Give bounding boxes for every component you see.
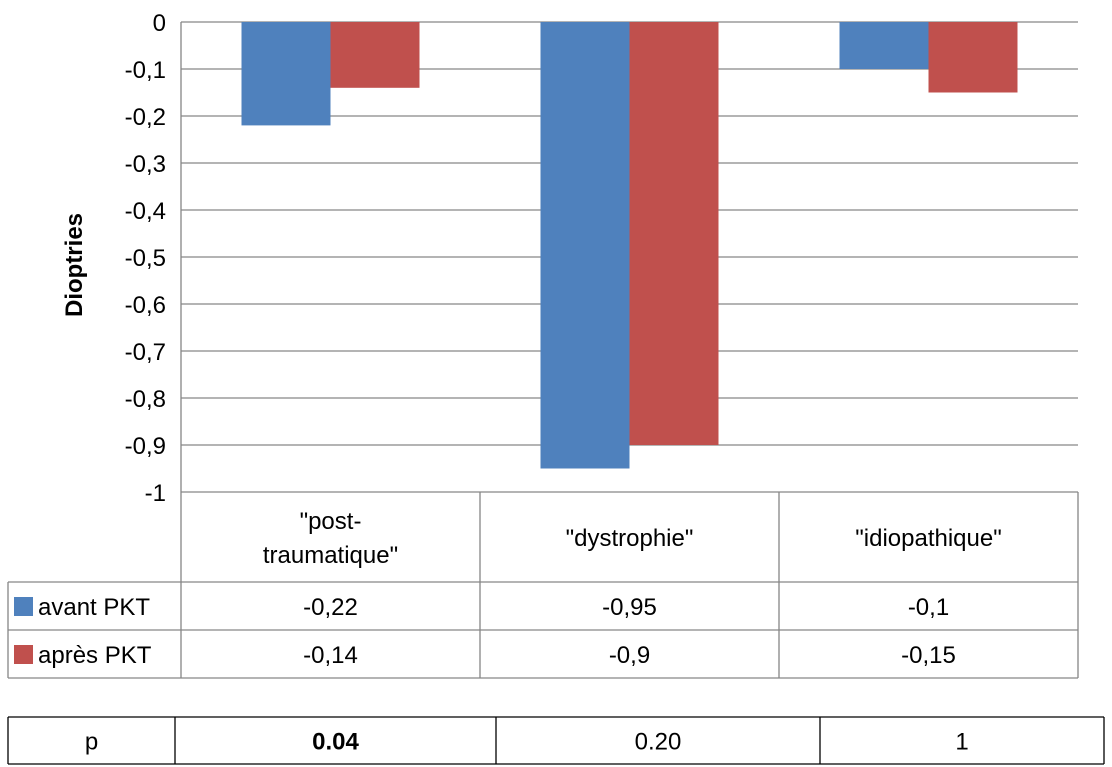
p-value: 0.20: [635, 729, 682, 756]
legend-key: [14, 597, 33, 616]
data-label: -0,1: [908, 594, 949, 621]
category-label: "idiopathique": [855, 525, 1001, 552]
y-tick-label: -1: [145, 480, 166, 507]
bars: [241, 22, 1018, 469]
bar-apres-0: [330, 22, 420, 88]
legend-label: avant PKT: [38, 594, 150, 621]
category-label: "dystrophie": [566, 525, 694, 552]
p-value-table: p 0.04 0.20 1: [7, 716, 1105, 765]
p-label: p: [85, 729, 98, 756]
y-tick-label: -0,3: [125, 151, 166, 178]
y-axis-label: Dioptries: [61, 213, 88, 317]
data-label: -0,9: [609, 642, 650, 669]
p-value: 0.04: [312, 729, 359, 756]
data-label: -0,15: [901, 642, 956, 669]
data-table: "post-traumatique" "dystrophie" "idiopathi…: [7, 492, 1079, 679]
y-tick-label: -0,4: [125, 198, 166, 225]
bar-avant-2: [839, 22, 929, 69]
y-tick-label: -0,6: [125, 292, 166, 319]
category-label: "post-: [300, 508, 362, 535]
y-tick-label: -0,9: [125, 433, 166, 460]
bar-apres-2: [928, 22, 1018, 93]
data-label: -0,14: [303, 642, 358, 669]
y-tick-label: -0,1: [125, 57, 166, 84]
bar-avant-1: [540, 22, 630, 469]
y-axis-ticks: 0 -0,1 -0,2 -0,3 -0,4 -0,5 -0,6 -0,7 -0,8 -0,9 -1: [125, 10, 166, 507]
category-label: traumatique": [263, 542, 398, 569]
p-value: 1: [955, 729, 968, 756]
data-label: -0,22: [303, 594, 358, 621]
data-label: -0,95: [602, 594, 657, 621]
legend-key: [14, 645, 33, 664]
bar-apres-1: [629, 22, 719, 445]
y-tick-label: -0,2: [125, 104, 166, 131]
bar-avant-0: [241, 22, 331, 126]
y-tick-label: -0,8: [125, 386, 166, 413]
y-tick-label: 0: [153, 10, 166, 37]
y-tick-label: -0,7: [125, 339, 166, 366]
legend-label: après PKT: [38, 642, 152, 669]
y-tick-label: -0,5: [125, 245, 166, 272]
